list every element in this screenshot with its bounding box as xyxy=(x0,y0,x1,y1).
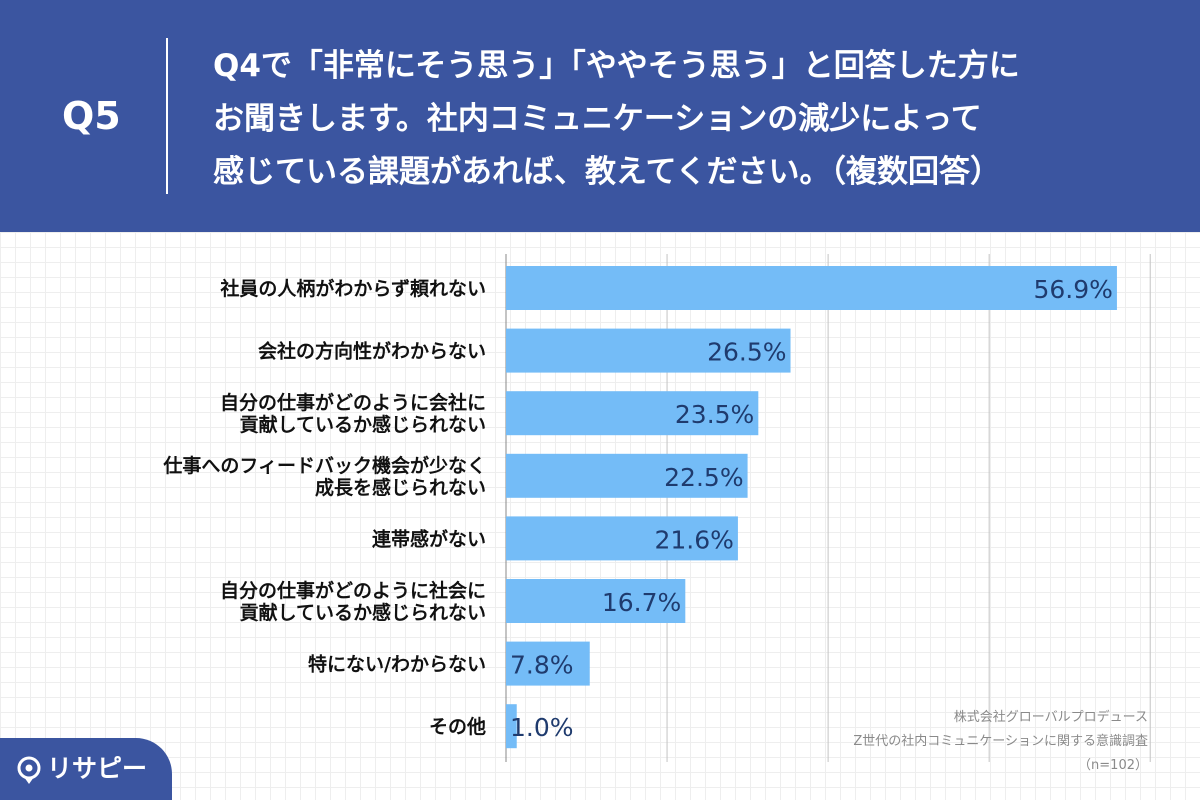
category-label: 仕事へのフィードバック機会が少なく xyxy=(162,454,486,477)
category-label: 自分の仕事がどのように会社に xyxy=(220,391,486,414)
category-label: 自分の仕事がどのように社会に xyxy=(220,579,486,602)
category-label: 連帯感がない xyxy=(372,527,486,550)
header-divider xyxy=(166,38,168,194)
category-label: 特にない/わからない xyxy=(308,654,486,676)
bar xyxy=(506,704,517,749)
bar xyxy=(506,641,590,686)
category-label: 貢献しているか感じられない xyxy=(240,413,486,436)
category-label: その他 xyxy=(429,715,486,738)
pin-icon xyxy=(17,756,41,784)
bar xyxy=(506,266,1117,310)
source-company: 株式会社グローバルプロデュース xyxy=(953,710,1148,725)
logo: リサピー xyxy=(0,738,172,800)
category-label: 貢献しているか感じられない xyxy=(240,601,486,624)
question-line: Q4で「非常にそう思う」「ややそう思う」と回答した方に xyxy=(213,48,1020,84)
chart-panel: 56.9% 社員の人柄がわからず頼れない 26.5% 会社の方向性がわからない 23.5… xyxy=(0,232,1200,800)
logo-text: リサピー xyxy=(47,754,148,783)
question-line: お聞きします。社内コミュニケーションの減少によって xyxy=(213,101,982,137)
header: Q5 Q4で「非常にそう思う」「ややそう思う」と回答した方に お聞きします。社内… xyxy=(0,0,1200,225)
data-label: 22.5% xyxy=(664,463,743,492)
question-line: 感じている課題があれば、教えてください。（複数回答） xyxy=(213,154,1002,190)
bar xyxy=(506,391,759,436)
bar xyxy=(506,328,791,373)
category-label: 成長を感じられない xyxy=(315,476,486,499)
data-label: 56.9% xyxy=(1034,275,1113,304)
bar xyxy=(506,453,748,498)
bar xyxy=(506,516,738,561)
category-label: 会社の方向性がわからない xyxy=(258,340,486,363)
data-label: 16.7% xyxy=(602,588,681,617)
question-text: Q4で「非常にそう思う」「ややそう思う」と回答した方に お聞きします。社内コミュ… xyxy=(213,40,1183,199)
bar xyxy=(506,579,686,623)
data-label: 21.6% xyxy=(654,525,733,554)
data-label: 1.0% xyxy=(510,713,574,742)
data-label: 7.8% xyxy=(510,651,574,680)
source-note: 株式会社グローバルプロデュース Z世代の社内コミュニケーションに関する意識調査 … xyxy=(853,706,1148,778)
data-label: 23.5% xyxy=(675,400,754,429)
source-survey: Z世代の社内コミュニケーションに関する意識調査 xyxy=(853,734,1148,749)
data-label: 26.5% xyxy=(707,338,786,367)
category-label: 社員の人柄がわからず頼れない xyxy=(219,277,486,300)
bar-chart: 56.9% 社員の人柄がわからず頼れない 26.5% 会社の方向性がわからない 23.5… xyxy=(162,254,1151,762)
question-number: Q5 xyxy=(62,94,121,138)
source-sample-size: （n=102） xyxy=(1078,758,1148,773)
